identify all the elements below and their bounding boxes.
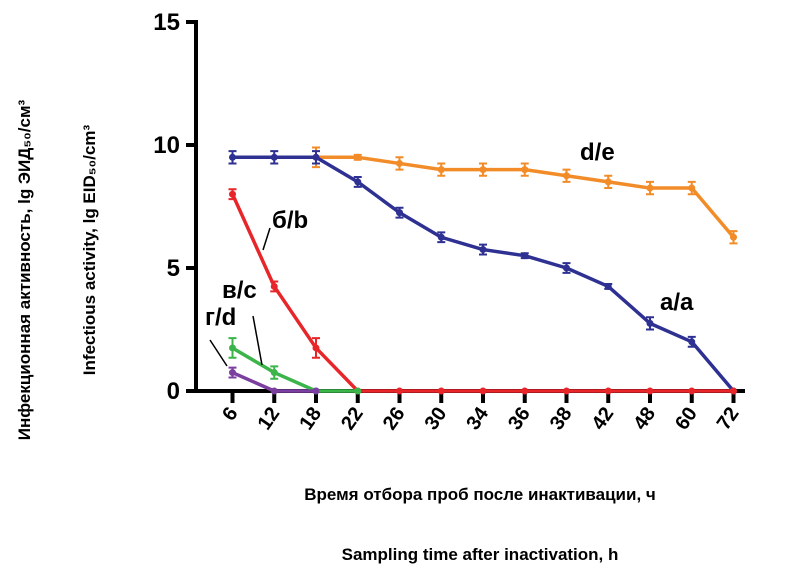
x-tick-label: 6 [218, 403, 242, 425]
data-point [646, 184, 654, 192]
series-label: в/c [222, 277, 257, 304]
data-point [396, 159, 403, 167]
data-point [688, 184, 696, 192]
data-point [229, 190, 236, 198]
data-point [563, 172, 570, 180]
data-point [479, 166, 487, 174]
series-line [232, 155, 735, 393]
data-point [521, 387, 529, 395]
data-point [354, 387, 362, 395]
data-point [604, 282, 612, 290]
series-label: a/a [660, 289, 694, 316]
data-point [730, 233, 737, 241]
x-tick-label: 26 [379, 403, 410, 434]
data-point [270, 369, 278, 377]
x-tick-label: 12 [254, 403, 285, 434]
data-point [646, 387, 654, 395]
data-point [229, 344, 236, 352]
series-в/c [228, 337, 362, 395]
data-point [396, 209, 403, 217]
label-leader-line [209, 339, 228, 367]
data-point [312, 387, 320, 395]
x-tick-label: 72 [713, 403, 744, 434]
data-point [604, 387, 612, 395]
data-point [521, 166, 529, 174]
data-point [396, 387, 403, 395]
data-point [229, 153, 236, 161]
x-tick-label: 38 [546, 403, 577, 434]
data-point [270, 282, 278, 290]
data-point [229, 369, 236, 377]
y-tick-label: 15 [153, 9, 180, 36]
data-point [604, 178, 612, 186]
data-point [688, 338, 696, 346]
x-axis-label-en: Sampling time after inactivation, h [342, 545, 619, 564]
y-tick-label: 0 [167, 378, 180, 405]
x-tick-label: 34 [462, 403, 493, 435]
y-tick-label: 10 [153, 132, 180, 159]
series-a/a [228, 150, 737, 395]
data-point [563, 387, 570, 395]
data-point [270, 153, 278, 161]
series-г/d [228, 366, 320, 395]
data-point [646, 319, 654, 327]
y-axis-label-ru: Инфекционная активность, lg ЭИД₅₀/см³ [15, 99, 34, 440]
x-tick-label: 60 [671, 403, 702, 434]
data-point [437, 387, 445, 395]
x-tick-label: 36 [504, 403, 535, 434]
data-point [354, 178, 362, 186]
x-tick-label: 42 [588, 403, 619, 434]
x-tick-label: 48 [629, 403, 660, 434]
data-point [437, 166, 445, 174]
data-point [479, 246, 487, 254]
data-point [479, 387, 487, 395]
label-leader-line [262, 227, 271, 251]
x-tick-label: 22 [337, 403, 368, 434]
data-point [354, 153, 362, 161]
series-label: г/d [205, 304, 236, 331]
x-tick-label: 30 [421, 403, 452, 434]
y-tick-label: 5 [167, 255, 180, 282]
series-line [231, 346, 358, 393]
data-point [312, 344, 320, 352]
data-point [563, 264, 570, 272]
label-leader-line [252, 315, 263, 366]
data-point [688, 387, 696, 395]
x-axis-label-ru: Время отбора проб после инактивации, ч [304, 485, 656, 504]
data-point [270, 387, 278, 395]
series-label: d/e [580, 139, 615, 166]
data-point [437, 233, 445, 241]
data-point [312, 153, 320, 161]
x-tick-label: 18 [295, 403, 326, 434]
series-label: б/b [272, 207, 308, 234]
data-point [730, 387, 737, 395]
data-point [521, 252, 529, 260]
y-axis-label-en: Infectious activity, lg EID₅₀/cm³ [80, 124, 99, 375]
series-б/b [228, 188, 737, 395]
